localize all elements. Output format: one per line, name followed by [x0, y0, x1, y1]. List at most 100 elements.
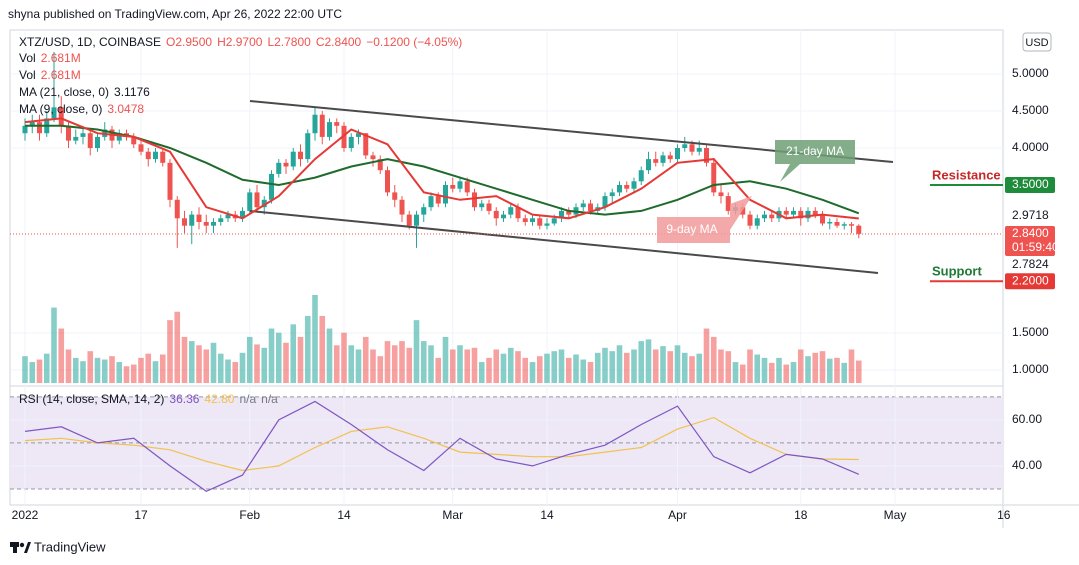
candle-body [725, 196, 731, 211]
candle-body [392, 192, 398, 200]
volume-bar [486, 357, 492, 383]
candle-body [827, 222, 833, 224]
candle-body [537, 218, 543, 226]
legend-item: H2.9700 [217, 35, 263, 49]
candle-body [341, 125, 347, 149]
candle-body [22, 125, 28, 134]
volume-bar [732, 362, 739, 383]
candle-body [87, 133, 93, 149]
volume-bar [609, 351, 616, 383]
rsi-sma-line [24, 416, 859, 472]
volume-bar [58, 328, 65, 383]
volume-bar [297, 336, 304, 383]
legend-item: n/a [239, 392, 256, 406]
volume-bar [116, 362, 123, 383]
candle-body [660, 155, 666, 163]
y-tick-label: 5.0000 [1012, 66, 1049, 80]
candle-body [406, 214, 412, 226]
volume-bar [638, 341, 645, 383]
volume-bar [188, 341, 195, 383]
y-tick-label: 4.5000 [1012, 103, 1049, 117]
volume-bar [261, 347, 268, 383]
volume-bar [689, 356, 695, 383]
volume-bar [580, 359, 587, 383]
candle-body [617, 185, 622, 193]
ma21-annotation: 21-day MA [775, 140, 855, 182]
volume-bar [493, 349, 500, 383]
legend-item: 3.0478 [107, 102, 144, 116]
volume-bar [94, 357, 101, 383]
currency-box[interactable] [1022, 32, 1052, 52]
volume-bar [239, 352, 246, 383]
candle-body [588, 203, 593, 211]
volume-bar [587, 362, 594, 383]
x-tick-label: Mar [442, 508, 463, 522]
volume-bar [341, 332, 347, 383]
candle-body [443, 185, 448, 204]
annotation-box [657, 196, 752, 243]
volume-bar [522, 357, 529, 383]
candle-body [182, 218, 187, 226]
currency[interactable]: USD [1025, 37, 1048, 49]
volume-bar [710, 336, 717, 383]
volume-bar [268, 328, 275, 383]
volume-bar [558, 349, 565, 383]
candle-body [754, 218, 760, 226]
candle-body [385, 170, 390, 193]
volume-bar [290, 324, 297, 383]
volume-bar [768, 362, 775, 383]
volume-bar [43, 353, 50, 383]
volume-bar [594, 352, 601, 383]
legend-item: O2.9500 [166, 35, 212, 49]
volume-bar [442, 336, 449, 383]
legend-item: C2.8400 [316, 35, 362, 49]
volume-bar [159, 354, 166, 383]
volume-bar [217, 353, 224, 383]
volume-bar [304, 315, 311, 383]
volume-bar [747, 349, 753, 383]
legend-item: Vol [19, 68, 36, 82]
candle-body [486, 203, 492, 211]
volume-bar [377, 356, 384, 383]
logo-mark [19, 542, 25, 548]
x-tick-label: Apr [668, 508, 687, 522]
candle-body [689, 144, 695, 152]
candle-body [435, 196, 441, 204]
volume-bar [551, 351, 558, 383]
y-tick-label: 1.5000 [1012, 325, 1049, 339]
ma-line [25, 124, 860, 216]
candle-body [501, 214, 506, 219]
candle-body [80, 133, 86, 137]
legend-row: MA (9, close, 0) 3.0478 [19, 102, 144, 116]
volume-bar [623, 352, 630, 383]
legend-item: MA (21, close, 0) [19, 85, 109, 99]
legend-row: Vol 2.681M [19, 51, 81, 65]
volume-bar [616, 345, 623, 383]
candle-body [298, 151, 303, 160]
candle-body [522, 218, 528, 223]
volume-bar [326, 328, 333, 383]
legend-row: RSI (14, close, SMA, 14, 2) 36.36 42.80 n/a… [19, 392, 278, 406]
volume-bar [544, 353, 550, 383]
legend-item: 2.681M [41, 68, 81, 82]
rsi-line [24, 400, 860, 492]
rsi-tick-label: 40.00 [1012, 458, 1042, 472]
x-tick-label: 14 [337, 508, 351, 522]
candle-body [544, 223, 550, 226]
candle-body [327, 122, 332, 137]
volume-bar [660, 346, 666, 383]
volume-bar [834, 357, 840, 383]
level-label: 3.5000 [1012, 177, 1049, 191]
volume-bar [355, 349, 362, 383]
candle-body [682, 144, 688, 149]
legend-row: XTZ/USD, 1D, COINBASE O2.9500 H2.9700 L2.78… [19, 35, 462, 49]
volume-bar [101, 359, 108, 383]
volume-bar [420, 341, 427, 383]
candle-body [290, 151, 296, 167]
candle-body [566, 210, 572, 215]
x-tick-label: 18 [794, 508, 808, 522]
candle-body [370, 155, 376, 160]
volume-bar [848, 349, 855, 383]
legend-row: Vol 2.681M [19, 68, 81, 82]
